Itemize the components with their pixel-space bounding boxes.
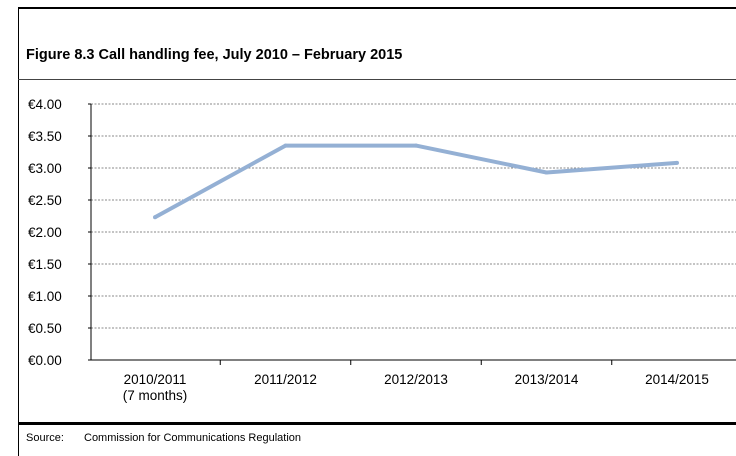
figure-frame <box>18 7 736 456</box>
axes <box>88 103 736 365</box>
y-axis-tick-labels: €0.00 €0.50 €1.00 €1.50 €2.00 €2.50 €3.00 €3.50… <box>28 97 62 368</box>
figure-title: Figure 8.3 Call handling fee, July 2010 … <box>26 47 403 63</box>
x-tick-label: 2014/2015 <box>645 372 709 387</box>
x-axis-tick-labels: 2010/2011 (7 months) 2011/2012 2012/2013 201… <box>123 372 709 403</box>
data-point <box>675 160 679 165</box>
y-tick-label: €0.00 <box>28 353 62 368</box>
y-tick-label: €2.00 <box>28 225 62 240</box>
source-text: Commission for Communications Regulation <box>84 432 302 444</box>
y-tick-label: €3.50 <box>28 129 62 144</box>
y-tick-label: €0.50 <box>28 321 62 336</box>
data-point <box>544 170 549 175</box>
data-point <box>153 215 157 220</box>
data-point <box>283 143 288 148</box>
x-tick-label: 2011/2012 <box>254 372 317 387</box>
gridlines <box>91 103 736 329</box>
series-layer <box>153 143 679 220</box>
source-note: Source: Commission for Communications Reg… <box>26 432 301 444</box>
x-tick-label: 2010/2011 (7 months) <box>123 372 188 403</box>
y-tick-label: €1.00 <box>28 289 62 304</box>
y-tick-label: €2.50 <box>28 193 62 208</box>
data-point <box>414 143 418 148</box>
y-tick-label: €3.00 <box>28 161 62 176</box>
source-label: Source: <box>26 432 64 444</box>
y-tick-label: €1.50 <box>28 257 62 272</box>
x-tick-label: 2013/2014 <box>515 372 579 387</box>
series-line <box>154 143 678 220</box>
source-rule <box>18 422 736 425</box>
y-tick-label: €4.00 <box>28 97 62 112</box>
x-tick-label: 2012/2013 <box>384 372 448 387</box>
title-rule <box>18 79 736 80</box>
